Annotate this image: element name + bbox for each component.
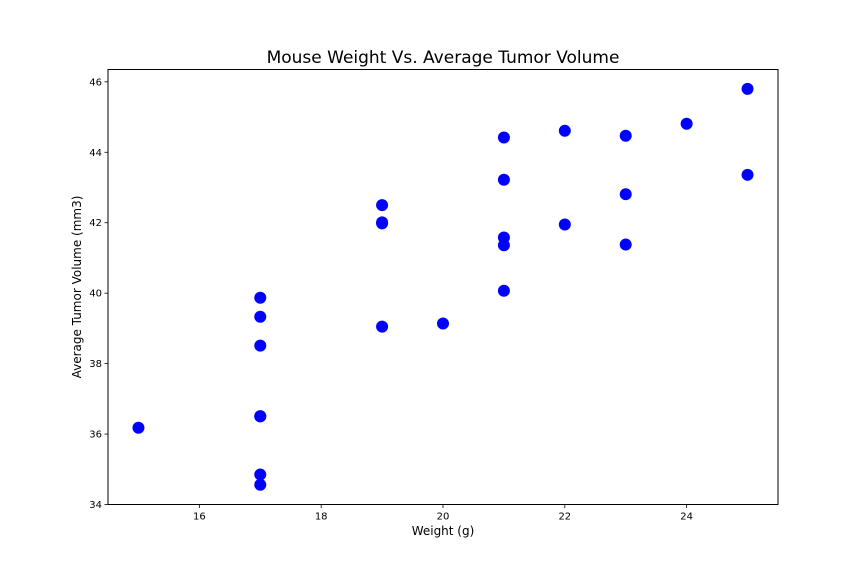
y-tick-label: 38 [89,359,102,370]
data-points [132,82,754,491]
y-tick-label: 40 [89,289,102,300]
y-tick-label: 42 [89,218,102,229]
data-point [497,173,510,186]
y-tick-label: 36 [89,430,102,441]
x-tick-label: 20 [437,512,450,523]
data-point [741,168,754,181]
data-point [497,131,510,144]
data-point [741,82,754,95]
chart-title: Mouse Weight Vs. Average Tumor Volume [267,48,620,68]
data-point [619,188,632,201]
data-point [254,339,267,352]
data-point [376,320,389,333]
data-point [254,478,267,491]
data-point [497,284,510,297]
data-point [132,421,145,434]
data-point [619,238,632,251]
data-point [254,310,267,323]
x-tick-label: 16 [193,512,206,523]
x-axis: 16 18 20 22 24 [193,504,693,523]
x-axis-label: Weight (g) [412,524,475,538]
x-tick-label: 22 [558,512,571,523]
data-point [619,129,632,142]
x-tick-label: 24 [680,512,693,523]
x-tick-label: 18 [315,512,328,523]
y-tick-label: 44 [89,148,102,159]
plot-area-frame [107,69,779,505]
data-point [497,239,510,252]
data-point [558,218,571,231]
data-point [558,124,571,137]
y-axis-label: Average Tumor Volume (mm3) [70,196,84,379]
y-tick-label: 34 [89,500,102,511]
data-point [254,410,267,423]
data-point [680,117,693,130]
data-point [376,217,389,230]
y-axis: 34 36 38 40 42 44 46 [89,77,108,511]
data-point [437,317,449,330]
data-point [376,199,389,212]
data-point [254,468,267,481]
y-tick-label: 46 [89,77,102,88]
data-point [254,291,267,304]
